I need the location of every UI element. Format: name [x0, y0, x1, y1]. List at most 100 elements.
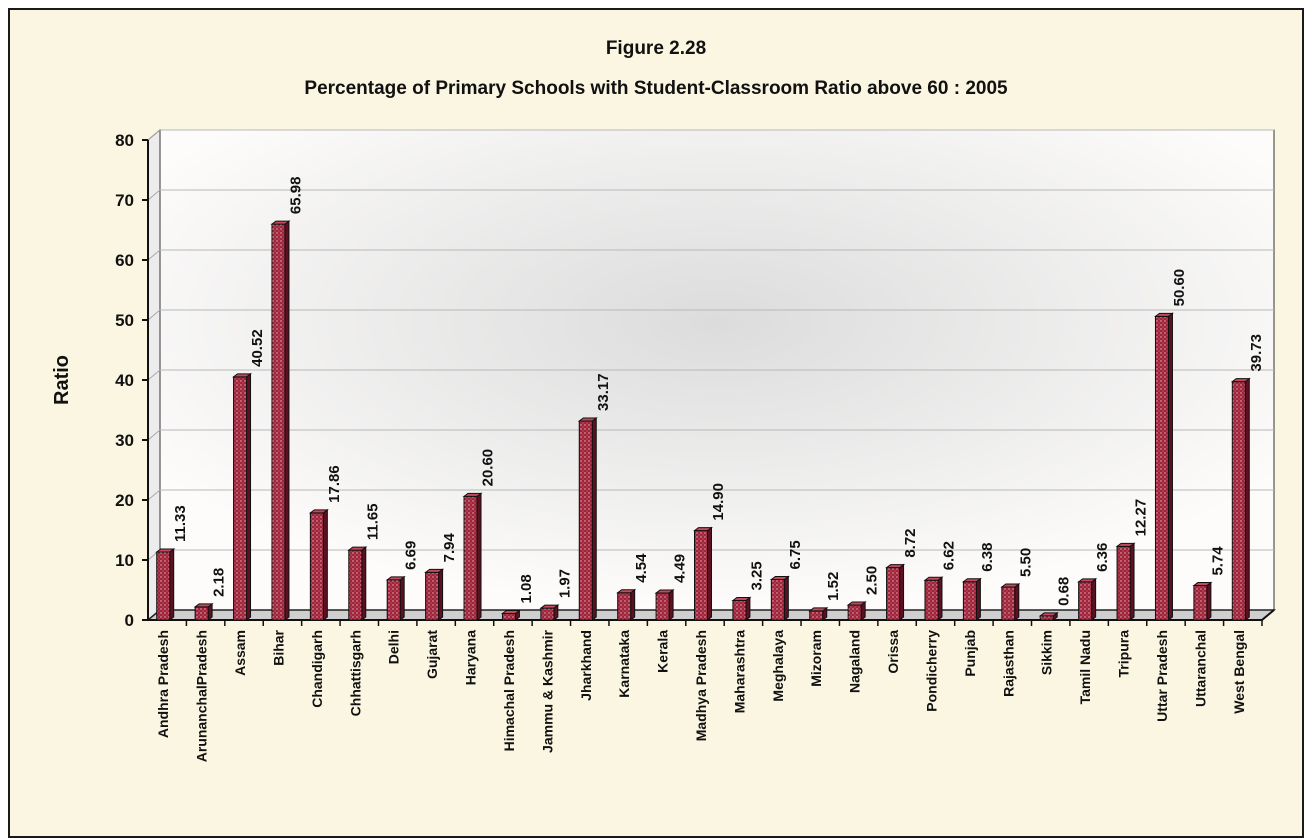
bar-front — [847, 604, 862, 621]
data-label: 5.50 — [1017, 548, 1034, 577]
bar-top — [693, 527, 713, 532]
bar-top — [308, 509, 329, 514]
category-label: ArunanchalPradesh — [194, 630, 210, 762]
bar-side — [476, 492, 482, 621]
bar — [923, 576, 944, 621]
gridline-depth — [147, 249, 161, 261]
bar — [500, 609, 521, 621]
bar-side — [707, 526, 712, 621]
bar-side — [1167, 312, 1173, 621]
data-label: 0.68 — [1056, 577, 1073, 606]
y-tick-label: 60 — [115, 251, 134, 270]
category-label: Jharkhand — [578, 630, 594, 701]
bar-side — [361, 546, 367, 621]
bar-top — [731, 597, 752, 601]
bar-top — [462, 492, 483, 497]
x-axis-depth — [1261, 609, 1275, 621]
bar-top — [539, 604, 560, 609]
bar — [961, 577, 982, 621]
y-tick-label: 10 — [115, 551, 134, 570]
bar-front — [156, 551, 171, 621]
data-label: 1.08 — [518, 574, 535, 603]
data-label: 6.62 — [940, 541, 957, 570]
bar-side — [438, 568, 444, 621]
category-label: Jammu & Kashmir — [539, 629, 555, 752]
bar — [308, 508, 329, 621]
bar-side — [899, 563, 905, 621]
category-label: Sikkim — [1039, 630, 1055, 675]
data-label: 33.17 — [595, 373, 612, 411]
bar-top — [961, 578, 982, 583]
gridline-depth — [147, 309, 161, 321]
bar-front — [1039, 615, 1054, 621]
bar-side — [783, 575, 789, 621]
bar — [769, 575, 790, 621]
data-label: 1.97 — [556, 569, 573, 598]
bar-side — [1244, 377, 1250, 621]
bar-top — [616, 589, 637, 594]
category-label: Madhya Pradesh — [693, 630, 709, 741]
bar-front — [1231, 381, 1246, 621]
bar — [424, 568, 445, 621]
bar-side — [1014, 583, 1020, 621]
bar-top — [500, 610, 521, 615]
bar-front — [386, 579, 401, 621]
y-tick-label: 0 — [125, 611, 134, 630]
bar-top — [1038, 612, 1059, 617]
bar-front — [425, 571, 440, 621]
bar-top — [1115, 542, 1136, 547]
bar-front — [578, 420, 593, 621]
bar-side — [1206, 581, 1212, 621]
bar-front — [233, 376, 248, 621]
data-label: 1.52 — [825, 572, 842, 601]
data-label: 40.52 — [249, 329, 266, 367]
bar-front — [1078, 581, 1093, 621]
bar-side — [1091, 577, 1097, 621]
category-label: West Bengal — [1231, 630, 1247, 714]
data-label: 14.90 — [710, 483, 727, 521]
bar-front — [348, 549, 363, 621]
data-label: 17.86 — [326, 465, 343, 503]
category-label: Chhattisgarh — [347, 630, 363, 716]
bar-front — [886, 567, 901, 621]
bar-side — [745, 596, 751, 621]
category-label: Gujarat — [424, 630, 440, 679]
bar — [1000, 583, 1021, 621]
y-tick-label: 70 — [115, 191, 134, 210]
category-label: Uttaranchal — [1192, 630, 1208, 707]
bar — [1115, 542, 1136, 621]
category-label: Nagaland — [847, 630, 863, 693]
category-label: Kerala — [655, 630, 671, 673]
bar — [1192, 581, 1213, 621]
data-label: 12.27 — [1133, 499, 1150, 537]
data-label: 5.74 — [1209, 546, 1226, 576]
data-label: 11.65 — [364, 503, 381, 540]
bar-front — [962, 581, 977, 621]
bar-side — [937, 576, 943, 621]
category-label: Mizoram — [808, 630, 824, 687]
bar-side — [322, 508, 328, 621]
bar — [731, 596, 752, 621]
category-label: Himachal Pradesh — [501, 630, 517, 751]
category-label: Tripura — [1116, 630, 1132, 678]
bar-top — [808, 607, 829, 612]
bar-side — [591, 416, 597, 621]
data-label: 11.33 — [172, 505, 189, 542]
bar-top — [654, 589, 675, 594]
bar — [654, 589, 675, 621]
bar-top — [232, 373, 253, 378]
data-label: 2.18 — [211, 568, 228, 597]
category-label: Maharashtra — [731, 630, 747, 713]
bar — [1077, 577, 1098, 621]
bar — [347, 546, 368, 621]
category-label: Delhi — [386, 630, 402, 664]
bar-side — [399, 575, 405, 621]
bar — [1230, 377, 1251, 621]
bar-front — [501, 613, 516, 621]
bar-side — [975, 577, 981, 621]
bar-front — [271, 223, 286, 621]
bar-front — [1001, 586, 1016, 621]
bar — [577, 416, 598, 621]
data-label: 50.60 — [1171, 269, 1188, 307]
